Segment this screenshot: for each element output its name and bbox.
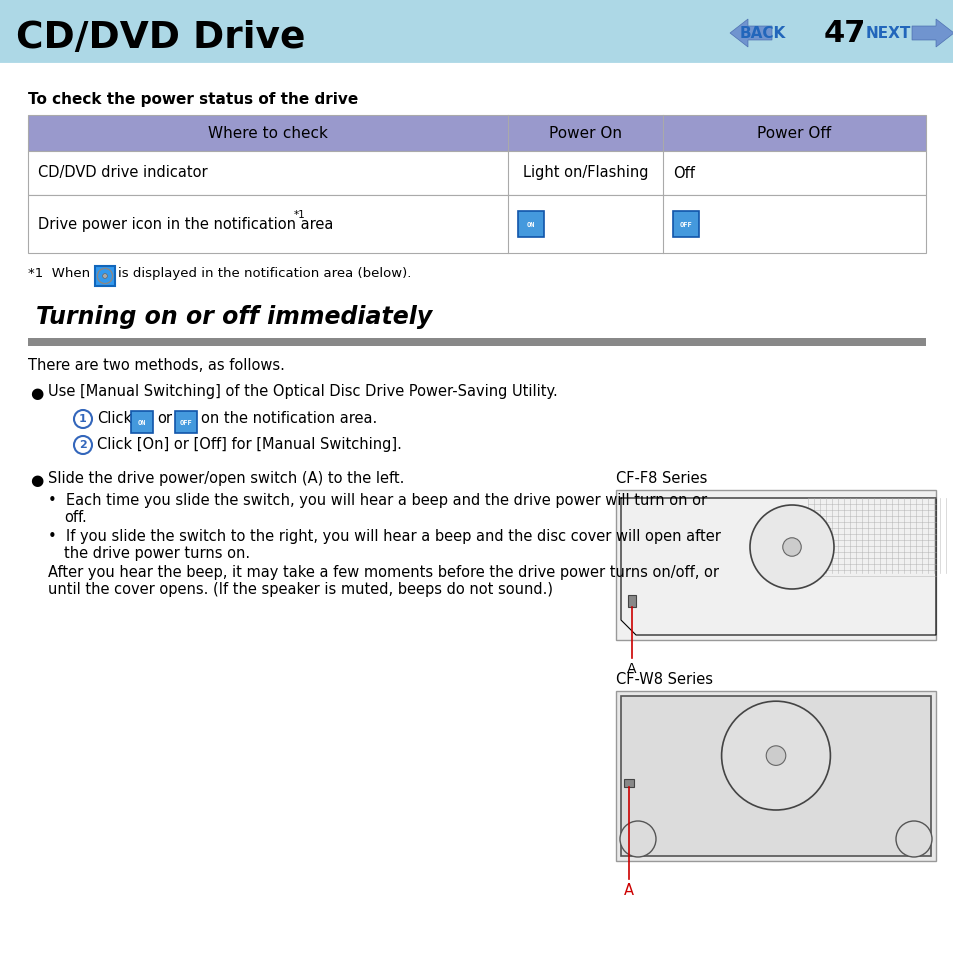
Polygon shape xyxy=(911,19,953,47)
Text: or: or xyxy=(157,411,172,426)
Text: Slide the drive power/open switch (A) to the left.: Slide the drive power/open switch (A) to… xyxy=(48,471,404,486)
FancyBboxPatch shape xyxy=(174,411,196,433)
Text: CD/DVD Drive: CD/DVD Drive xyxy=(16,20,305,56)
Text: BACK: BACK xyxy=(740,26,785,40)
Circle shape xyxy=(720,701,829,810)
Text: A: A xyxy=(626,662,636,676)
Text: •  Each time you slide the switch, you will hear a beep and the drive power will: • Each time you slide the switch, you wi… xyxy=(48,493,706,508)
FancyBboxPatch shape xyxy=(623,780,634,787)
Text: A: A xyxy=(623,883,634,898)
Text: OFF: OFF xyxy=(179,420,193,426)
Text: Power On: Power On xyxy=(548,126,621,141)
Text: *1: *1 xyxy=(294,210,305,220)
FancyBboxPatch shape xyxy=(616,490,935,640)
Text: off.: off. xyxy=(64,510,87,525)
FancyBboxPatch shape xyxy=(672,211,699,237)
FancyBboxPatch shape xyxy=(517,211,543,237)
Text: Turning on or off immediately: Turning on or off immediately xyxy=(36,305,432,329)
FancyBboxPatch shape xyxy=(131,411,152,433)
Text: ●: ● xyxy=(30,473,43,488)
Text: ON: ON xyxy=(526,222,535,228)
Text: Power Off: Power Off xyxy=(757,126,831,141)
Text: Click: Click xyxy=(97,411,132,426)
Text: CF-F8 Series: CF-F8 Series xyxy=(616,471,706,486)
Text: the drive power turns on.: the drive power turns on. xyxy=(64,546,250,561)
FancyBboxPatch shape xyxy=(28,195,925,253)
Polygon shape xyxy=(620,696,930,856)
Text: OFF: OFF xyxy=(679,222,692,228)
Text: CF-W8 Series: CF-W8 Series xyxy=(616,672,712,687)
Text: on the notification area.: on the notification area. xyxy=(201,411,376,426)
Text: Light on/Flashing: Light on/Flashing xyxy=(522,166,648,180)
Text: •  If you slide the switch to the right, you will hear a beep and the disc cover: • If you slide the switch to the right, … xyxy=(48,529,720,544)
FancyBboxPatch shape xyxy=(627,595,636,607)
Text: until the cover opens. (If the speaker is muted, beeps do not sound.): until the cover opens. (If the speaker i… xyxy=(48,582,553,597)
FancyBboxPatch shape xyxy=(28,115,925,151)
FancyBboxPatch shape xyxy=(28,338,925,346)
Circle shape xyxy=(782,538,801,556)
Text: 1: 1 xyxy=(79,414,87,424)
Text: To check the power status of the drive: To check the power status of the drive xyxy=(28,92,358,107)
Text: is displayed in the notification area (below).: is displayed in the notification area (b… xyxy=(118,267,411,280)
FancyBboxPatch shape xyxy=(0,0,953,65)
Circle shape xyxy=(765,746,785,765)
Text: After you hear the beep, it may take a few moments before the drive power turns : After you hear the beep, it may take a f… xyxy=(48,565,719,580)
Text: 47: 47 xyxy=(823,18,865,48)
Circle shape xyxy=(749,505,833,589)
Text: CD/DVD drive indicator: CD/DVD drive indicator xyxy=(38,166,208,180)
Text: There are two methods, as follows.: There are two methods, as follows. xyxy=(28,358,285,373)
FancyBboxPatch shape xyxy=(28,151,925,195)
Text: Where to check: Where to check xyxy=(208,126,328,141)
Text: NEXT: NEXT xyxy=(865,26,910,40)
Text: Use [Manual Switching] of the Optical Disc Drive Power-Saving Utility.: Use [Manual Switching] of the Optical Di… xyxy=(48,384,558,399)
Circle shape xyxy=(619,821,656,857)
Circle shape xyxy=(895,821,931,857)
Text: Off: Off xyxy=(672,166,694,180)
FancyBboxPatch shape xyxy=(616,691,935,861)
FancyBboxPatch shape xyxy=(95,266,115,286)
Text: *1  When: *1 When xyxy=(28,267,90,280)
Text: 2: 2 xyxy=(79,440,87,450)
Circle shape xyxy=(103,273,108,278)
Text: ON: ON xyxy=(137,420,146,426)
Polygon shape xyxy=(729,19,771,47)
Text: ●: ● xyxy=(30,386,43,401)
Text: Drive power icon in the notification area: Drive power icon in the notification are… xyxy=(38,217,333,231)
Text: Click [On] or [Off] for [Manual Switching].: Click [On] or [Off] for [Manual Switchin… xyxy=(97,437,401,452)
